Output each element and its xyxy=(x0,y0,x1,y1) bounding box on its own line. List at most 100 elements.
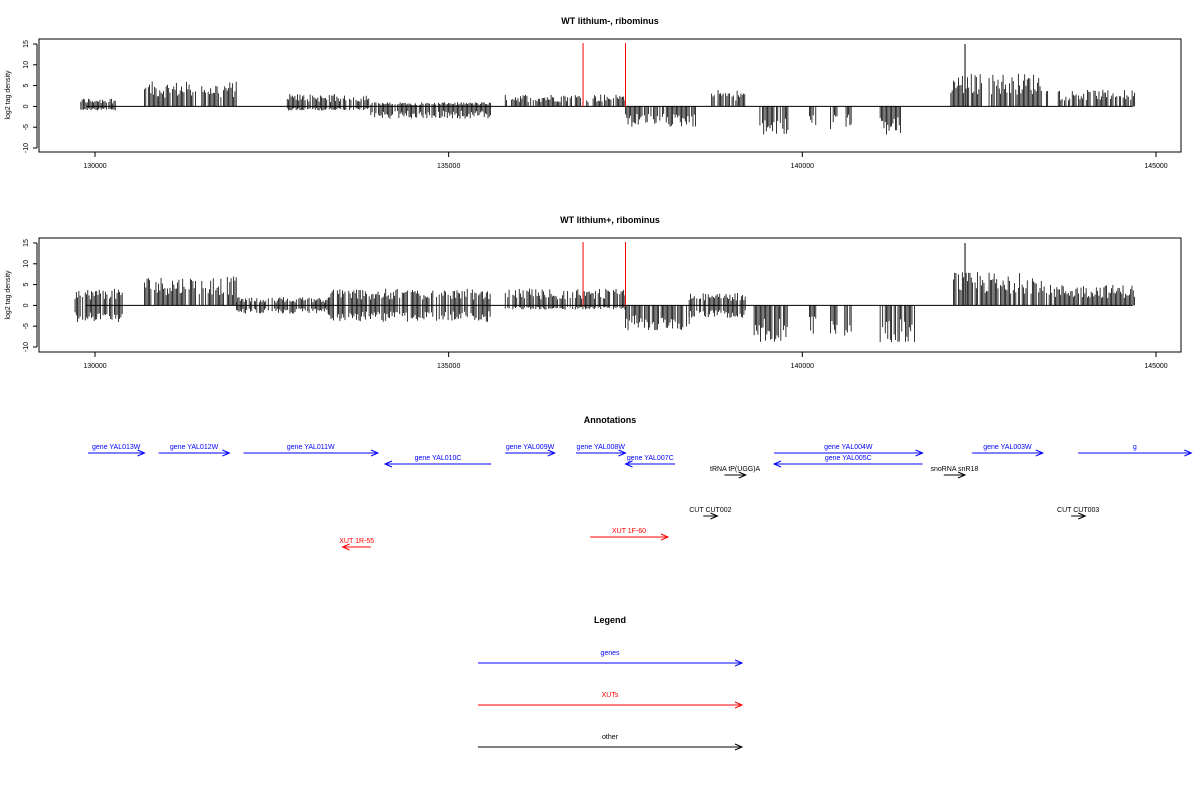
feature-label: CUT CUT003 xyxy=(1057,507,1099,514)
arrow-left-icon xyxy=(341,543,350,551)
x-tick-label: 140000 xyxy=(791,163,814,170)
legend-title: Legend xyxy=(594,615,626,625)
legend-item-label: XUTs xyxy=(602,692,619,699)
feature-genes: gene YAL009W xyxy=(505,444,557,457)
x-axis: 130000 135000 140000 145000 xyxy=(83,352,1168,370)
feature-genes: gene YAL004W xyxy=(774,444,924,457)
arrow-left-icon xyxy=(624,460,633,468)
arrow-right-icon xyxy=(734,743,744,751)
feature-label: XUT 1F-60 xyxy=(612,528,646,535)
legend-item-xuts: XUTs xyxy=(478,692,744,709)
feature-label: snoRNA snR18 xyxy=(930,466,978,473)
feature-xuts: XUT 1R-55 xyxy=(339,538,374,551)
legend-item-other: other xyxy=(478,734,744,751)
signal-bars xyxy=(80,44,1136,135)
arrow-right-icon xyxy=(915,449,924,457)
legend-item-genes: genes xyxy=(478,650,744,667)
feature-genes: gene YAL005C xyxy=(772,455,923,468)
arrow-right-icon xyxy=(547,449,557,457)
feature-genes: gene YAL008W xyxy=(575,444,627,457)
y-tick-label: -5 xyxy=(23,323,30,329)
feature-label: gene YAL005C xyxy=(825,455,872,462)
y-tick-label: -10 xyxy=(23,342,30,352)
feature-other: CUT CUT003 xyxy=(1057,507,1099,520)
arrow-left-icon xyxy=(383,460,393,468)
feature-label: gene YAL009W xyxy=(506,444,555,451)
feature-label: g xyxy=(1133,444,1137,451)
annotations-panel: Annotations gene YAL013W gene YAL012W gene… xyxy=(87,415,1193,551)
arrow-right-icon xyxy=(734,659,744,667)
legend: Legend genes XUTs other xyxy=(478,615,744,751)
legend-items: genes XUTs other xyxy=(478,650,744,751)
feature-label: gene YAL007C xyxy=(627,455,674,462)
x-tick-label: 130000 xyxy=(83,363,106,370)
annotations-title: Annotations xyxy=(584,415,637,425)
feature-label: gene YAL004W xyxy=(824,444,873,451)
feature-other: CUT CUT002 xyxy=(689,507,732,520)
feature-label: CUT CUT002 xyxy=(689,507,731,514)
feature-genes: gene YAL013W xyxy=(87,444,146,457)
feature-label: gene YAL008W xyxy=(577,444,626,451)
track-panel-lithium-minus: WT lithium-, ribominus log2 tag density … xyxy=(5,16,1182,170)
arrow-right-icon xyxy=(738,471,748,479)
feature-label: gene YAL003W xyxy=(983,444,1032,451)
legend-item-label: genes xyxy=(600,650,620,657)
x-tick-label: 145000 xyxy=(1144,163,1167,170)
arrow-right-icon xyxy=(1035,449,1045,457)
x-tick-label: 135000 xyxy=(437,363,460,370)
y-tick-label: 15 xyxy=(23,239,30,247)
arrow-left-icon xyxy=(772,460,782,468)
feature-label: gene YAL010C xyxy=(415,455,462,462)
y-axis-label: log2 tag density xyxy=(5,70,12,120)
y-tick-label: 10 xyxy=(23,61,30,69)
feature-label: gene YAL013W xyxy=(92,444,141,451)
y-axis: -10 -5 0 5 10 15 xyxy=(23,239,38,352)
plot-frame xyxy=(38,237,1182,353)
y-tick-label: 0 xyxy=(23,104,30,108)
y-tick-label: 5 xyxy=(23,84,30,88)
y-axis: -10 -5 0 5 10 15 xyxy=(23,40,38,153)
plot-frame xyxy=(38,38,1182,153)
red-markers xyxy=(582,242,626,306)
track-panel-lithium-plus: WT lithium+, ribominus log2 tag density … xyxy=(5,215,1182,370)
feature-list: gene YAL013W gene YAL012W gene YAL011W gene… xyxy=(87,444,1193,551)
y-tick-label: -5 xyxy=(23,124,30,130)
feature-genes: g xyxy=(1078,444,1193,457)
feature-other: snoRNA snR18 xyxy=(930,466,978,479)
feature-label: gene YAL012W xyxy=(170,444,219,451)
feature-label: XUT 1R-55 xyxy=(339,538,374,545)
arrow-right-icon xyxy=(222,449,231,457)
track-title: WT lithium-, ribominus xyxy=(561,16,659,26)
feature-genes: gene YAL003W xyxy=(972,444,1045,457)
arrow-right-icon xyxy=(660,533,670,541)
red-markers xyxy=(582,43,626,107)
y-axis-label: log2 tag density xyxy=(5,270,12,320)
y-tick-label: 10 xyxy=(23,260,30,268)
arrow-right-icon xyxy=(370,449,380,457)
arrow-right-icon xyxy=(734,701,744,709)
legend-item-label: other xyxy=(602,734,619,741)
arrow-right-icon xyxy=(618,449,627,457)
feature-genes: gene YAL011W xyxy=(243,444,380,457)
arrow-right-icon xyxy=(710,512,719,520)
x-tick-label: 145000 xyxy=(1144,363,1167,370)
feature-genes: gene YAL012W xyxy=(158,444,231,457)
signal-bars xyxy=(74,243,1135,343)
feature-other: tRNA tP(UGG)A xyxy=(710,466,761,479)
feature-label: tRNA tP(UGG)A xyxy=(710,466,761,473)
track-title: WT lithium+, ribominus xyxy=(560,215,660,225)
feature-genes: gene YAL010C xyxy=(383,455,492,468)
feature-genes: gene YAL007C xyxy=(624,455,676,468)
y-tick-label: 5 xyxy=(23,283,30,287)
arrow-right-icon xyxy=(1078,512,1087,520)
y-tick-label: 15 xyxy=(23,40,30,48)
x-tick-label: 135000 xyxy=(437,163,460,170)
y-tick-label: -10 xyxy=(23,143,30,153)
x-tick-label: 140000 xyxy=(791,363,814,370)
x-tick-label: 130000 xyxy=(83,163,106,170)
feature-label: gene YAL011W xyxy=(287,444,335,451)
arrow-right-icon xyxy=(137,449,146,457)
y-tick-label: 0 xyxy=(23,303,30,307)
